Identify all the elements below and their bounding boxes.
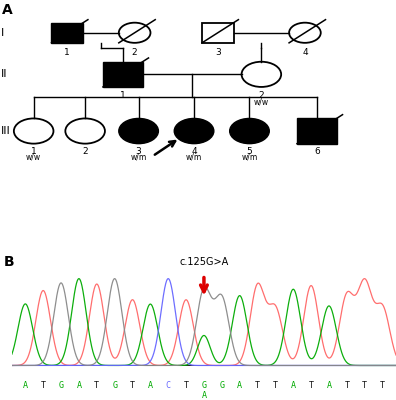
Bar <box>51 23 83 43</box>
Text: T: T <box>308 381 314 390</box>
Text: A: A <box>23 381 28 390</box>
Circle shape <box>230 118 269 144</box>
Bar <box>103 62 143 87</box>
Text: c.125G>A: c.125G>A <box>179 257 228 267</box>
Bar <box>202 23 234 43</box>
Text: 6: 6 <box>314 148 320 156</box>
Text: T: T <box>94 381 99 390</box>
Text: T: T <box>380 381 385 390</box>
Text: A: A <box>76 381 82 390</box>
Text: T: T <box>345 381 349 390</box>
Bar <box>297 118 337 144</box>
Text: T: T <box>130 381 135 390</box>
Text: A: A <box>148 381 153 390</box>
Text: III: III <box>1 126 11 136</box>
Text: T: T <box>41 381 46 390</box>
Text: I: I <box>1 28 4 38</box>
Text: G: G <box>219 381 224 390</box>
Circle shape <box>174 118 214 144</box>
Text: A: A <box>326 381 331 390</box>
Text: A: A <box>2 2 13 16</box>
Text: w/m: w/m <box>241 153 258 162</box>
Text: w/w: w/w <box>254 97 269 106</box>
Text: 5: 5 <box>247 148 252 156</box>
Text: 1: 1 <box>31 148 36 156</box>
Text: 1: 1 <box>120 92 126 100</box>
Text: 2: 2 <box>132 48 137 57</box>
Text: T: T <box>362 381 367 390</box>
Text: A: A <box>237 381 242 390</box>
Text: II: II <box>1 69 7 79</box>
Circle shape <box>119 118 158 144</box>
Text: A: A <box>202 391 206 400</box>
Text: 3: 3 <box>136 148 141 156</box>
Text: 3: 3 <box>215 48 221 57</box>
Text: T: T <box>184 381 188 390</box>
Text: G: G <box>202 381 206 390</box>
Text: G: G <box>59 381 63 390</box>
Text: T: T <box>255 381 260 390</box>
Text: w/m: w/m <box>186 153 202 162</box>
Text: B: B <box>4 255 15 269</box>
Text: 4: 4 <box>302 48 308 57</box>
Text: 2: 2 <box>82 148 88 156</box>
Text: w/m: w/m <box>130 153 147 162</box>
Text: T: T <box>273 381 278 390</box>
Text: 4: 4 <box>191 148 197 156</box>
Text: 1: 1 <box>65 48 70 57</box>
Text: C: C <box>166 381 171 390</box>
Text: w/w: w/w <box>26 153 41 162</box>
Text: 2: 2 <box>259 92 264 100</box>
Text: G: G <box>112 381 117 390</box>
Text: A: A <box>291 381 296 390</box>
